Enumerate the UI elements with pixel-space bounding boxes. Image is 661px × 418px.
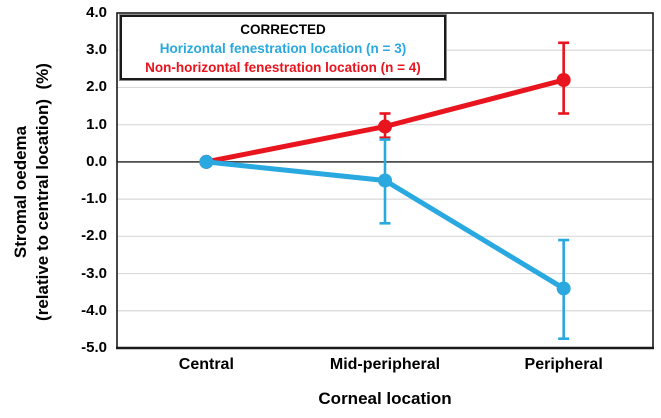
data-point — [199, 154, 214, 169]
y-tick-label: -3.0 — [81, 264, 107, 282]
y-tick-label: 1.0 — [86, 115, 107, 133]
y-axis-title-line1: Stromal oedema — [11, 125, 30, 259]
x-category-label: Peripheral — [524, 356, 603, 373]
y-tick-label: 3.0 — [86, 41, 107, 59]
x-category-label: Mid-peripheral — [329, 356, 441, 373]
x-category-label: Central — [178, 356, 234, 373]
y-axis-title: Stromal oedema (relative to central loca… — [10, 22, 56, 362]
y-tick-label: -5.0 — [81, 339, 107, 356]
y-axis-title-line2: (relative to central location) (%) — [33, 63, 52, 321]
y-tick-label: 2.0 — [86, 78, 107, 96]
legend-title: CORRECTED — [240, 22, 326, 37]
legend-item-non-horizontal-fenestration: Non-horizontal fenestration location (n … — [145, 60, 421, 75]
y-tick-label: -1.0 — [81, 190, 107, 208]
y-tick-label: -4.0 — [81, 301, 107, 319]
data-point — [378, 119, 392, 134]
y-tick-label: 4.0 — [86, 4, 107, 21]
legend-box: CORRECTED Horizontal fenestration locati… — [120, 15, 446, 80]
data-point — [556, 73, 571, 87]
x-axis-title: Corneal location — [318, 389, 452, 408]
y-tick-label: -2.0 — [81, 227, 107, 245]
data-point — [378, 173, 392, 188]
y-tick-label: 0.0 — [86, 152, 107, 170]
legend-item-horizontal-fenestration: Horizontal fenestration location (n = 3) — [159, 41, 407, 56]
data-point — [556, 281, 571, 296]
